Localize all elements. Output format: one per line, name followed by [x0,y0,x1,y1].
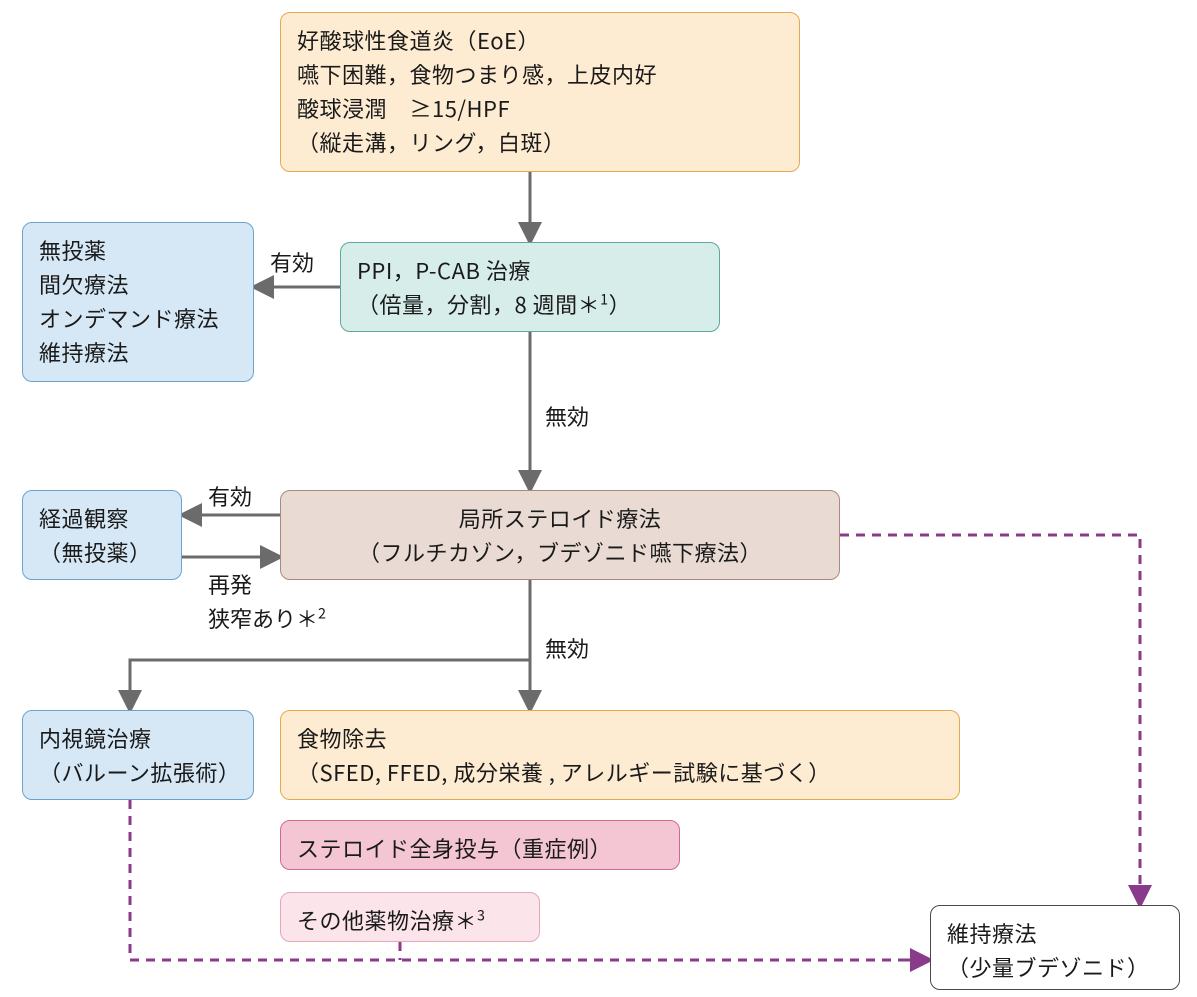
edge-label-l_obs_local: 再発 [208,568,252,600]
node-food_elim: 食物除去（SFED, FFED, 成分栄養 , アレルギー試験に基づく） [280,710,960,800]
node-steroid_local: 局所ステロイド療法（フルチカゾン，ブデゾニド嚥下療法） [280,490,840,580]
edge-split-to-endo [130,660,530,710]
edge-label-l_ppi_notx: 有効 [270,246,314,278]
edge-label-l_local_down: 無効 [545,632,589,664]
flowchart-stage: 好酸球性食道炎（EoE）嚥下困難，食物つまり感，上皮内好酸球浸潤 ≥15/HPF… [0,0,1197,997]
node-endoscopy: 内視鏡治療（バルーン拡張術） [22,710,254,800]
edge-label-l_stricture: 狭窄あり＊2 [208,602,326,634]
node-systemic_steroid: ステロイド全身投与（重症例） [280,820,680,870]
node-notx: 無投薬間欠療法オンデマンド療法維持療法 [22,222,254,382]
edge-label-l_ppi_local: 無効 [545,400,589,432]
node-ppi: PPI，P-CAB 治療（倍量，分割，8 週間＊1） [340,242,720,332]
node-maintenance: 維持療法（少量ブデゾニド） [930,905,1180,990]
node-eoe: 好酸球性食道炎（EoE）嚥下困難，食物つまり感，上皮内好酸球浸潤 ≥15/HPF… [280,12,800,172]
edge-label-l_local_obs: 有効 [208,480,252,512]
node-obs: 経過観察（無投薬） [22,490,182,580]
node-other_drugs: その他薬物治療＊3 [280,892,540,942]
